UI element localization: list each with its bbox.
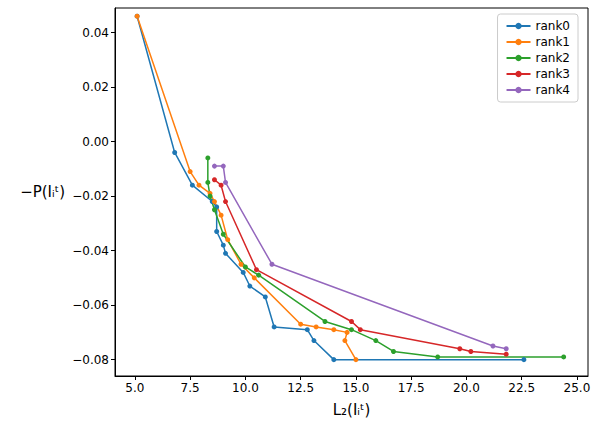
svg-text:rank3: rank3 bbox=[536, 67, 570, 81]
svg-text:−0.08: −0.08 bbox=[72, 353, 109, 367]
svg-text:5.0: 5.0 bbox=[125, 381, 144, 395]
svg-text:12.5: 12.5 bbox=[287, 381, 314, 395]
svg-text:rank1: rank1 bbox=[536, 35, 570, 49]
svg-text:17.5: 17.5 bbox=[398, 381, 425, 395]
svg-text:0.00: 0.00 bbox=[82, 135, 109, 149]
svg-text:−P(Iᵢᵗ): −P(Iᵢᵗ) bbox=[20, 183, 65, 201]
svg-text:rank4: rank4 bbox=[536, 83, 570, 97]
svg-text:7.5: 7.5 bbox=[181, 381, 200, 395]
svg-text:10.0: 10.0 bbox=[232, 381, 259, 395]
svg-text:rank2: rank2 bbox=[536, 51, 570, 65]
svg-text:0.02: 0.02 bbox=[82, 80, 109, 94]
svg-text:rank0: rank0 bbox=[536, 19, 570, 33]
svg-text:−0.06: −0.06 bbox=[72, 298, 109, 312]
svg-text:L₂(Iᵢᵗ): L₂(Iᵢᵗ) bbox=[333, 401, 371, 419]
svg-text:−0.04: −0.04 bbox=[72, 244, 109, 258]
svg-text:22.5: 22.5 bbox=[508, 381, 535, 395]
svg-text:25.0: 25.0 bbox=[564, 381, 591, 395]
svg-text:−0.02: −0.02 bbox=[72, 189, 109, 203]
svg-text:15.0: 15.0 bbox=[343, 381, 370, 395]
svg-text:0.04: 0.04 bbox=[82, 26, 109, 40]
svg-text:20.0: 20.0 bbox=[453, 381, 480, 395]
